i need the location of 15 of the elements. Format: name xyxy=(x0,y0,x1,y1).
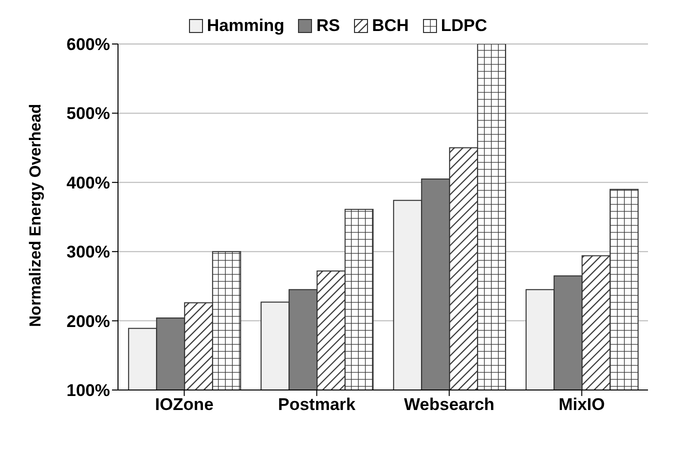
x-tick-label: IOZone xyxy=(154,395,214,414)
y-tick-label: 100% xyxy=(66,381,110,400)
y-tick-label: 400% xyxy=(66,173,110,192)
x-tick-label: Postmark xyxy=(278,395,356,414)
legend-label: RS xyxy=(316,16,340,36)
y-tick-label: 300% xyxy=(66,242,110,262)
y-tick-label: 200% xyxy=(66,312,110,331)
y-axis-title: Normalized Energy Overhead xyxy=(28,104,45,327)
legend-label: LDPC xyxy=(440,16,488,36)
y-tick-label: 600% xyxy=(66,35,110,54)
y-tick-label: 500% xyxy=(66,104,110,124)
legend-label: BCH xyxy=(372,16,409,36)
x-tick-label: MixIO xyxy=(558,395,605,414)
x-tick-label: Websearch xyxy=(404,395,494,414)
legend-label: Hamming xyxy=(206,16,284,36)
